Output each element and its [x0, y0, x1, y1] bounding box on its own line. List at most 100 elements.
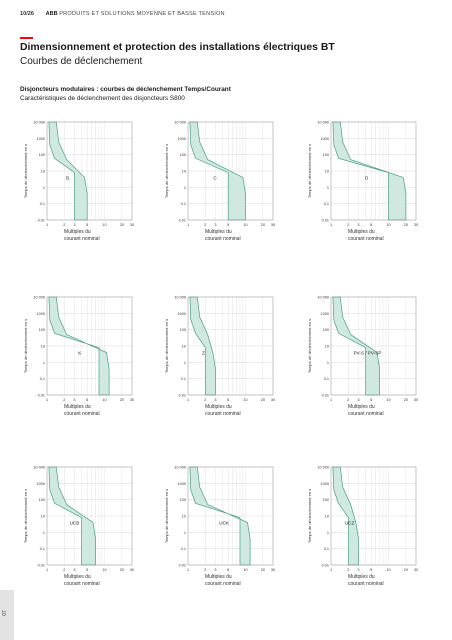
x-tick-label: 10 [243, 223, 247, 227]
curve-label: C [213, 176, 217, 181]
y-tick-label: 1000 [321, 312, 329, 316]
x-tick-label: 2 [63, 398, 65, 402]
x-tick-label: 2 [63, 568, 65, 572]
x-tick-label: 30 [271, 568, 275, 572]
x-axis-label: Multiples du courant nominal [205, 404, 241, 418]
y-tick-label: 0.01 [38, 394, 45, 398]
y-tick-label: 1000 [37, 482, 45, 486]
y-axis-label: Temps de déclenchement en s [164, 319, 169, 373]
y-tick-label: 1 [43, 361, 45, 365]
x-axis-label: Multiples du courant nominal [205, 229, 241, 243]
y-tick-label: 0.1 [324, 547, 329, 551]
y-tick-label: 1 [184, 531, 186, 535]
section-heading: Disjoncteurs modulaires : courbes de déc… [20, 86, 231, 93]
y-tick-label: 10 [41, 515, 45, 519]
accent-bar [20, 37, 33, 39]
x-tick-label: 20 [120, 223, 124, 227]
x-tick-label: 30 [130, 568, 134, 572]
x-axis-label: Multiples du courant nominal [348, 574, 384, 588]
x-tick-label: 3 [214, 568, 216, 572]
x-tick-label: 3 [73, 568, 75, 572]
y-tick-label: 100 [180, 328, 186, 332]
curve-label: UCB [70, 521, 80, 526]
y-tick-label: 1 [43, 531, 45, 535]
trip-band [189, 121, 246, 221]
x-axis-label: Multiples du courant nominal [64, 404, 100, 418]
x-tick-label: 3 [73, 223, 75, 227]
x-tick-label: 3 [357, 223, 359, 227]
trip-band [332, 121, 407, 221]
y-tick-label: 10 [182, 170, 186, 174]
x-axis-label: Multiples du courant nominal [348, 229, 384, 243]
y-tick-label: 1000 [321, 482, 329, 486]
y-tick-label: 0.1 [324, 202, 329, 206]
x-tick-label: 20 [261, 568, 265, 572]
x-tick-label: 10 [102, 568, 106, 572]
y-tick-label: 10 [325, 170, 329, 174]
trip-band [189, 296, 216, 396]
y-tick-label: 10 [325, 515, 329, 519]
y-tick-label: 1000 [178, 312, 186, 316]
trip-curve-chart: K 10 000 1000 100 10 1 0.1 0.01 1 2 3 5 10 20 30 Temps … [22, 292, 140, 424]
x-tick-label: 5 [370, 223, 372, 227]
x-axis-label: Multiples du courant nominal [205, 574, 241, 588]
page-subtitle: Courbes de déclenchement [20, 56, 143, 67]
trip-curve-chart: D 10 000 1000 100 10 1 0.1 0.01 1 2 3 5 10 20 30 Temps … [306, 117, 424, 249]
y-tick-label: 10 000 [174, 296, 186, 300]
x-tick-label: 10 [386, 398, 390, 402]
y-tick-label: 10 000 [33, 296, 45, 300]
x-tick-label: 5 [86, 568, 88, 572]
x-tick-label: 5 [227, 568, 229, 572]
x-tick-label: 10 [102, 398, 106, 402]
trip-band [48, 296, 110, 396]
y-tick-label: 0.01 [179, 219, 186, 223]
y-tick-label: 1 [327, 531, 329, 535]
x-axis-label-line: Multiples du [205, 574, 232, 580]
y-tick-label: 100 [39, 153, 45, 157]
y-tick-label: 1000 [321, 137, 329, 141]
trip-band [332, 466, 359, 566]
x-tick-label: 10 [243, 568, 247, 572]
x-tick-label: 5 [86, 223, 88, 227]
y-tick-label: 0.1 [181, 547, 186, 551]
x-axis-label-line: Multiples du [64, 404, 91, 410]
x-tick-label: 30 [271, 223, 275, 227]
x-axis-label: Multiples du courant nominal [64, 574, 100, 588]
x-tick-label: 10 [243, 398, 247, 402]
y-tick-label: 100 [39, 498, 45, 502]
x-tick-label: 1 [187, 398, 189, 402]
y-tick-label: 0.01 [179, 564, 186, 568]
y-tick-label: 10 000 [174, 466, 186, 470]
y-tick-label: 1 [184, 361, 186, 365]
x-tick-label: 30 [130, 398, 134, 402]
x-axis-label-line: courant nominal [205, 581, 241, 587]
x-tick-label: 10 [386, 223, 390, 227]
y-tick-label: 10 [41, 170, 45, 174]
trip-curve-chart: PV-S / PV-SP 10 000 1000 100 10 1 0.1 0.01 1 2 3 5 1… [306, 292, 424, 424]
y-tick-label: 0.01 [322, 564, 329, 568]
x-axis-label-line: courant nominal [205, 411, 241, 417]
y-tick-label: 0.1 [181, 202, 186, 206]
x-tick-label: 20 [261, 398, 265, 402]
y-tick-label: 10 000 [174, 121, 186, 125]
y-tick-label: 1 [327, 186, 329, 190]
y-tick-label: 0.1 [181, 377, 186, 381]
x-tick-label: 3 [357, 398, 359, 402]
x-axis-label-line: Multiples du [64, 574, 91, 580]
x-tick-label: 1 [187, 223, 189, 227]
x-tick-label: 20 [404, 223, 408, 227]
y-tick-label: 0.01 [38, 219, 45, 223]
x-tick-label: 3 [214, 398, 216, 402]
y-tick-label: 10 [325, 345, 329, 349]
page-header: 10/26 ABB PRODUITS ET SOLUTIONS MOYENNE … [20, 11, 225, 17]
x-tick-label: 1 [46, 398, 48, 402]
y-tick-label: 0.1 [40, 202, 45, 206]
x-axis-label: Multiples du courant nominal [64, 229, 100, 243]
x-axis-label-line: courant nominal [348, 236, 384, 242]
x-tick-label: 2 [347, 568, 349, 572]
trip-band [48, 121, 88, 221]
y-tick-label: 1000 [178, 137, 186, 141]
